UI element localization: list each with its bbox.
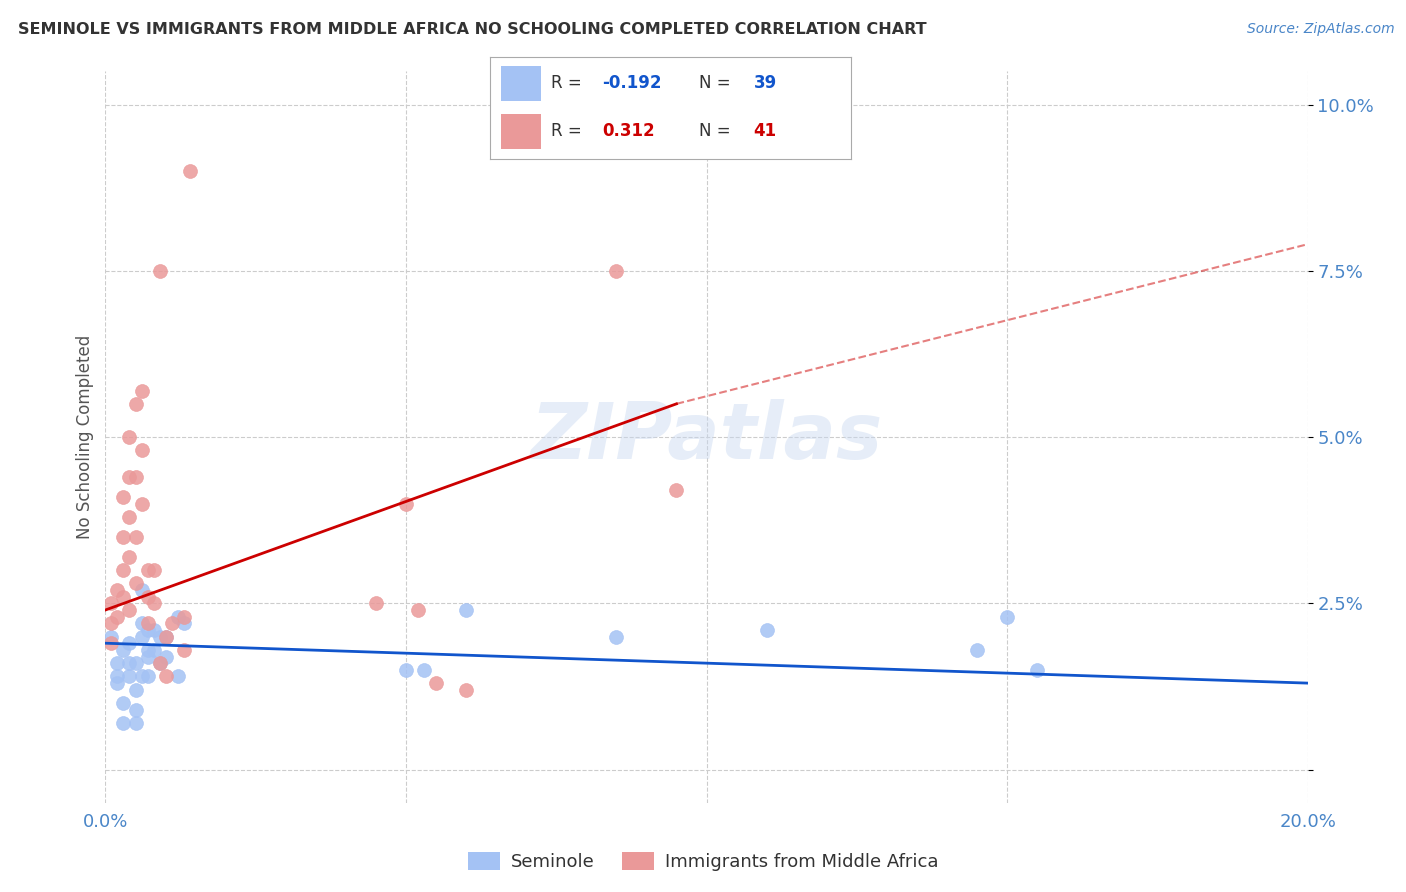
Point bbox=[118, 430, 141, 444]
Point bbox=[605, 630, 627, 644]
Point bbox=[118, 470, 141, 484]
Point bbox=[136, 643, 159, 657]
Point bbox=[995, 609, 1018, 624]
Point bbox=[131, 630, 153, 644]
Point bbox=[100, 630, 122, 644]
Point bbox=[118, 549, 141, 564]
Point bbox=[131, 616, 153, 631]
Point bbox=[155, 649, 177, 664]
Point bbox=[107, 676, 129, 690]
Point bbox=[112, 563, 135, 577]
Text: Source: ZipAtlas.com: Source: ZipAtlas.com bbox=[1247, 22, 1395, 37]
Point bbox=[112, 490, 135, 504]
Point bbox=[136, 563, 159, 577]
Point bbox=[131, 669, 153, 683]
Point bbox=[124, 656, 146, 670]
Point bbox=[173, 616, 195, 631]
Point bbox=[131, 497, 153, 511]
Point bbox=[173, 643, 195, 657]
Point bbox=[131, 384, 153, 398]
Point bbox=[142, 596, 165, 610]
Point bbox=[107, 669, 129, 683]
Point bbox=[148, 656, 170, 670]
Point bbox=[665, 483, 688, 498]
Point bbox=[148, 656, 170, 670]
Point bbox=[413, 663, 436, 677]
Point bbox=[118, 509, 141, 524]
Point bbox=[155, 630, 177, 644]
Point bbox=[124, 682, 146, 697]
Point bbox=[107, 609, 129, 624]
Point bbox=[124, 397, 146, 411]
Point bbox=[755, 623, 778, 637]
Point bbox=[112, 530, 135, 544]
Point bbox=[100, 636, 122, 650]
Point bbox=[155, 669, 177, 683]
Point bbox=[179, 164, 201, 178]
Point bbox=[118, 669, 141, 683]
Point bbox=[1026, 663, 1049, 677]
Point bbox=[148, 264, 170, 278]
Y-axis label: No Schooling Completed: No Schooling Completed bbox=[76, 335, 94, 539]
Point bbox=[118, 656, 141, 670]
Point bbox=[124, 576, 146, 591]
Point bbox=[124, 530, 146, 544]
Point bbox=[166, 609, 188, 624]
Point bbox=[136, 649, 159, 664]
Point bbox=[155, 630, 177, 644]
Point bbox=[142, 623, 165, 637]
Point bbox=[118, 603, 141, 617]
Point bbox=[160, 616, 183, 631]
Point bbox=[124, 470, 146, 484]
Point bbox=[406, 603, 429, 617]
Text: ZIPatlas: ZIPatlas bbox=[530, 399, 883, 475]
Point bbox=[605, 264, 627, 278]
Point bbox=[107, 656, 129, 670]
Point bbox=[136, 623, 159, 637]
Point bbox=[112, 716, 135, 731]
Point bbox=[395, 497, 418, 511]
Point bbox=[124, 716, 146, 731]
Point bbox=[118, 636, 141, 650]
Point bbox=[136, 616, 159, 631]
Point bbox=[454, 603, 477, 617]
Point bbox=[112, 590, 135, 604]
Point bbox=[136, 669, 159, 683]
Point bbox=[112, 643, 135, 657]
Point bbox=[136, 590, 159, 604]
Point bbox=[131, 582, 153, 597]
Point bbox=[124, 703, 146, 717]
Point bbox=[100, 596, 122, 610]
Point bbox=[148, 630, 170, 644]
Point bbox=[107, 582, 129, 597]
Point bbox=[112, 696, 135, 710]
Point bbox=[454, 682, 477, 697]
Point bbox=[966, 643, 988, 657]
Point bbox=[142, 563, 165, 577]
Legend: Seminole, Immigrants from Middle Africa: Seminole, Immigrants from Middle Africa bbox=[460, 846, 946, 879]
Point bbox=[425, 676, 447, 690]
Point bbox=[142, 643, 165, 657]
Point bbox=[131, 443, 153, 458]
Text: SEMINOLE VS IMMIGRANTS FROM MIDDLE AFRICA NO SCHOOLING COMPLETED CORRELATION CHA: SEMINOLE VS IMMIGRANTS FROM MIDDLE AFRIC… bbox=[18, 22, 927, 37]
Point bbox=[173, 609, 195, 624]
Point bbox=[100, 616, 122, 631]
Point bbox=[364, 596, 387, 610]
Point bbox=[166, 669, 188, 683]
Point bbox=[395, 663, 418, 677]
